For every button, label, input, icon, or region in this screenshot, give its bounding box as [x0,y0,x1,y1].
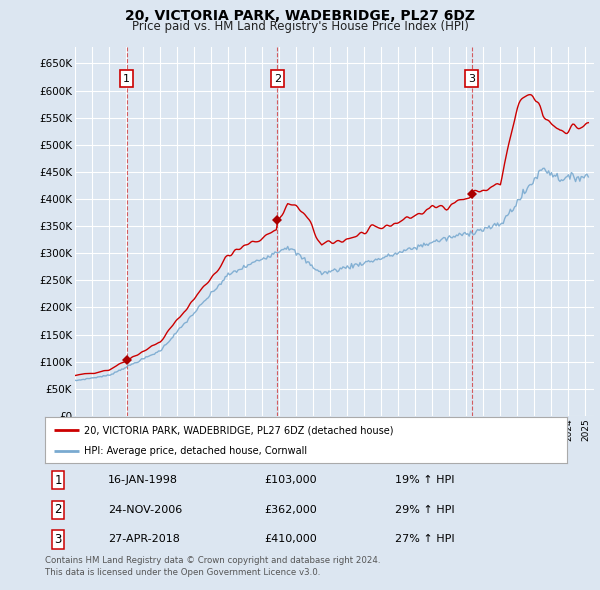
Text: 3: 3 [55,533,62,546]
Text: 24-NOV-2006: 24-NOV-2006 [107,504,182,514]
Text: 3: 3 [469,74,475,84]
Text: 1: 1 [123,74,130,84]
Text: HPI: Average price, detached house, Cornwall: HPI: Average price, detached house, Corn… [84,445,307,455]
Text: 29% ↑ HPI: 29% ↑ HPI [395,504,454,514]
Text: £410,000: £410,000 [264,535,317,545]
Text: 16-JAN-1998: 16-JAN-1998 [107,475,178,485]
Text: 27% ↑ HPI: 27% ↑ HPI [395,535,454,545]
Text: 20, VICTORIA PARK, WADEBRIDGE, PL27 6DZ: 20, VICTORIA PARK, WADEBRIDGE, PL27 6DZ [125,9,475,24]
Text: 20, VICTORIA PARK, WADEBRIDGE, PL27 6DZ (detached house): 20, VICTORIA PARK, WADEBRIDGE, PL27 6DZ … [84,425,394,435]
Text: £362,000: £362,000 [264,504,317,514]
Text: 27-APR-2018: 27-APR-2018 [107,535,179,545]
Text: 2: 2 [274,74,281,84]
Text: This data is licensed under the Open Government Licence v3.0.: This data is licensed under the Open Gov… [45,568,320,576]
Text: Price paid vs. HM Land Registry's House Price Index (HPI): Price paid vs. HM Land Registry's House … [131,20,469,33]
Text: 19% ↑ HPI: 19% ↑ HPI [395,475,454,485]
Text: Contains HM Land Registry data © Crown copyright and database right 2024.: Contains HM Land Registry data © Crown c… [45,556,380,565]
Text: 2: 2 [54,503,62,516]
Text: 1: 1 [54,474,62,487]
Text: £103,000: £103,000 [264,475,317,485]
